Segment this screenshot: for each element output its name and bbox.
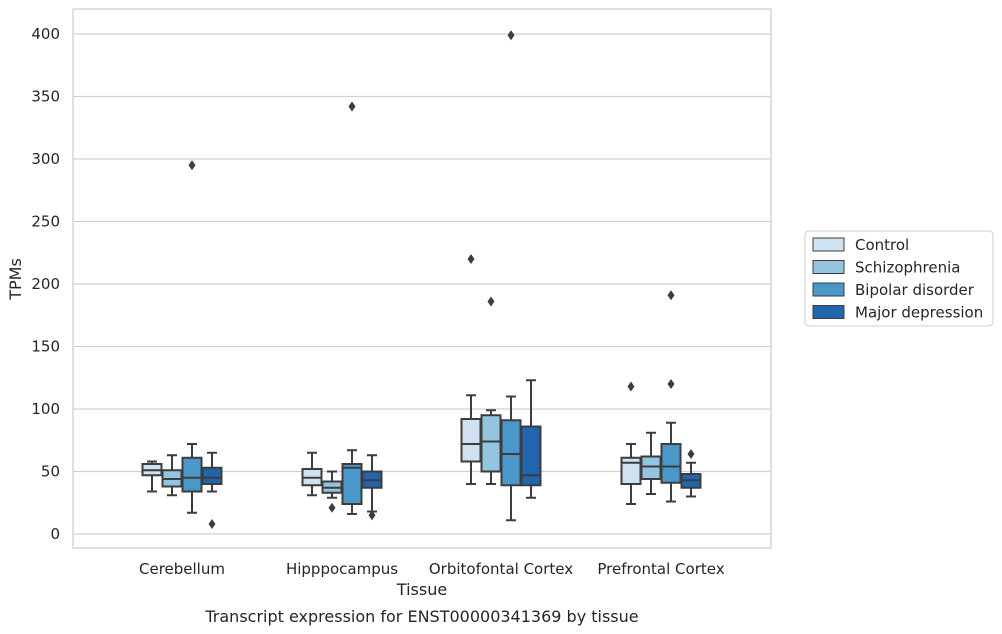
- y-tick-label: 200: [31, 275, 60, 293]
- x-tick-label: Hipppocampus: [286, 560, 398, 578]
- legend-label: Bipolar disorder: [855, 281, 975, 299]
- x-axis-title: Tissue: [396, 580, 447, 599]
- box: [680, 449, 702, 498]
- chart-caption: Transcript expression for ENST0000034136…: [204, 607, 638, 626]
- x-tick-labels: Cerebellum Hipppocampus Orbitofontal Corte…: [139, 560, 725, 578]
- box: [361, 454, 383, 521]
- y-tick-label: 350: [31, 88, 60, 106]
- box: [201, 451, 223, 529]
- y-tick-label: 150: [31, 338, 60, 356]
- legend: Control Schizophrenia Bipolar disorder Majo…: [804, 230, 994, 327]
- y-tick-labels: 0 50 100 150 200 250 300 350 400: [31, 25, 60, 543]
- box: [620, 381, 642, 505]
- outlier-point: [507, 30, 515, 41]
- box-body: [620, 456, 642, 485]
- box: [341, 101, 363, 515]
- box-body: [640, 455, 662, 480]
- box-body: [341, 463, 363, 505]
- x-tick-label: Prefrontal Cortex: [597, 560, 724, 578]
- y-tick-label: 300: [31, 150, 60, 168]
- series-group: [201, 379, 702, 529]
- box: [500, 30, 522, 522]
- legend-label: Major depression: [855, 304, 983, 322]
- legend-label: Control: [855, 236, 909, 254]
- outlier-point: [208, 519, 216, 529]
- outlier-point: [667, 290, 675, 301]
- x-tick-label: Cerebellum: [139, 560, 225, 578]
- outlier-point: [348, 101, 356, 112]
- legend-swatch: [812, 282, 845, 297]
- outlier-point: [328, 502, 336, 513]
- legend-frame: [804, 230, 994, 327]
- y-tick-label: 50: [41, 463, 60, 481]
- box: [460, 254, 482, 485]
- outlier-point: [487, 296, 495, 307]
- outlier-point: [368, 510, 376, 521]
- y-tick-label: 100: [31, 400, 60, 418]
- box: [520, 379, 542, 499]
- box: [640, 431, 662, 495]
- box-body: [181, 456, 203, 493]
- box: [301, 451, 323, 497]
- legend-swatch: [812, 305, 845, 319]
- box-body: [480, 414, 502, 473]
- box-body: [660, 443, 682, 484]
- legend-swatch: [812, 237, 845, 252]
- outlier-point: [687, 449, 695, 459]
- legend-label: Schizophrenia: [855, 259, 960, 277]
- y-tick-label: 400: [31, 25, 60, 43]
- y-tick-label: 250: [31, 213, 60, 231]
- box: [660, 290, 682, 503]
- box-series: [141, 30, 702, 529]
- outlier-point: [627, 381, 635, 392]
- box-body: [201, 466, 223, 485]
- outlier-point: [467, 254, 475, 264]
- box-body: [520, 425, 542, 487]
- x-tick-label: Orbitofontal Cortex: [429, 560, 573, 578]
- y-tick-label: 0: [50, 525, 60, 543]
- outlier-point: [667, 379, 675, 389]
- box-body: [460, 418, 482, 463]
- y-axis-title: TPMs: [6, 258, 25, 301]
- legend-swatch: [812, 260, 845, 274]
- box-body: [500, 419, 522, 487]
- series-group: [141, 254, 642, 505]
- outlier-point: [188, 160, 196, 171]
